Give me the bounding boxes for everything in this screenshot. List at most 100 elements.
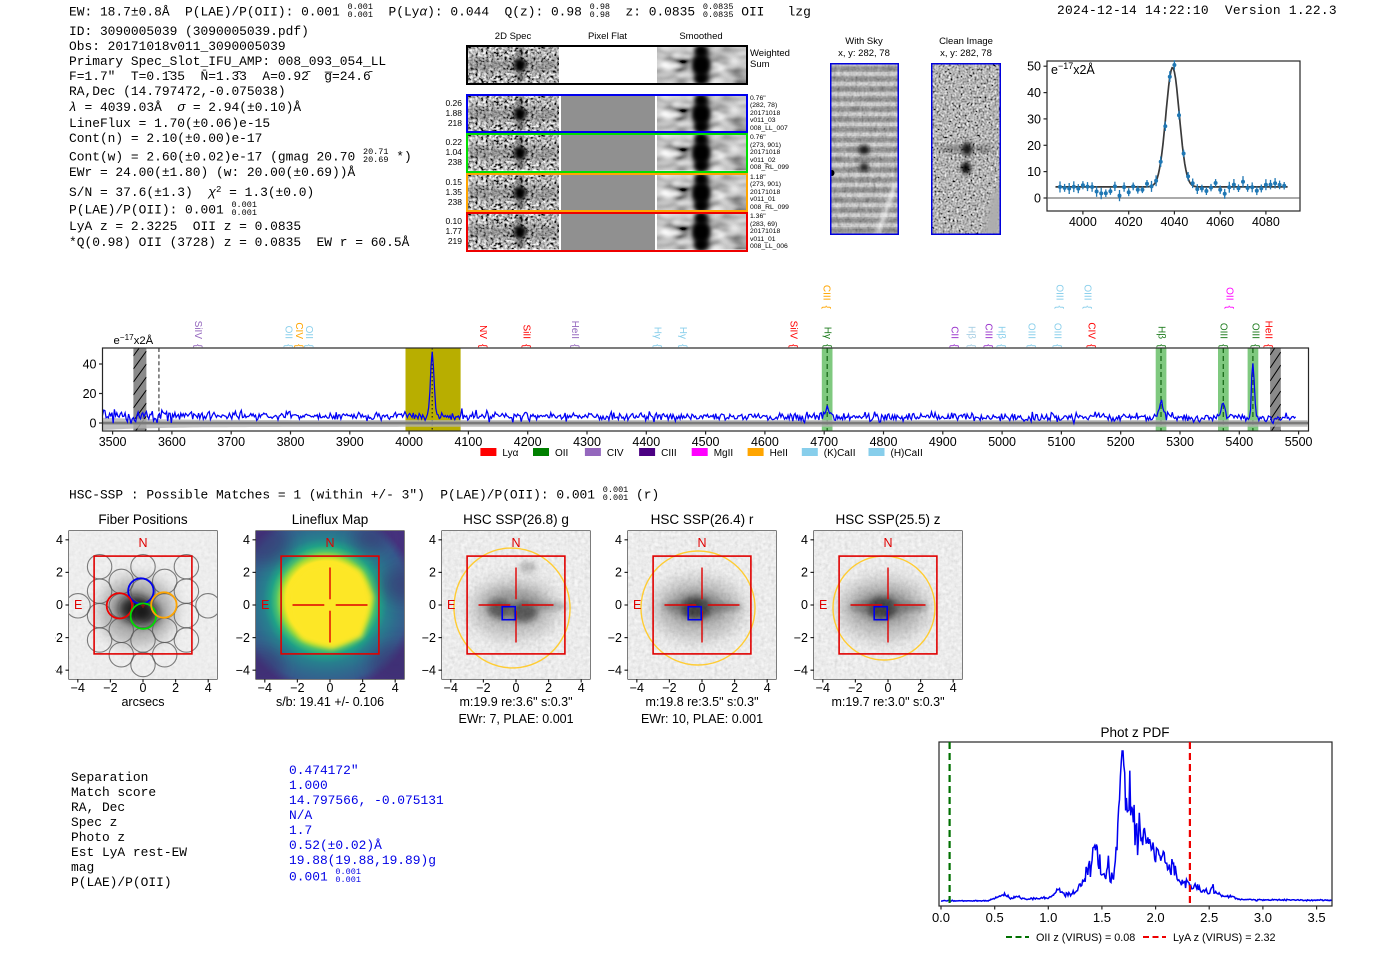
svg-text:HeII: HeII [1262, 321, 1273, 339]
svg-text:0: 0 [615, 598, 622, 612]
svg-text:0: 0 [699, 681, 706, 695]
svg-text:20: 20 [1027, 139, 1041, 153]
svg-text:{: { [1262, 344, 1274, 348]
svg-text:4800: 4800 [870, 435, 898, 449]
svg-text:OII: OII [303, 326, 314, 339]
svg-text:Hβ: Hβ [996, 326, 1007, 339]
svg-text:0: 0 [140, 681, 147, 695]
svg-text:5100: 5100 [1047, 435, 1075, 449]
svg-text:4080: 4080 [1252, 215, 1280, 227]
svg-text:0: 0 [56, 598, 63, 612]
svg-text:CIII: CIII [982, 323, 993, 339]
svg-text:4: 4 [764, 681, 771, 695]
svg-text:4: 4 [615, 533, 622, 547]
svg-text:{: { [821, 305, 833, 309]
svg-text:4: 4 [205, 681, 212, 695]
svg-text:2: 2 [359, 681, 366, 695]
svg-text:Phot z PDF: Phot z PDF [1100, 725, 1169, 740]
svg-text:4900: 4900 [929, 435, 957, 449]
svg-text:3.0: 3.0 [1254, 910, 1272, 925]
svg-text:4100: 4100 [454, 435, 482, 449]
svg-text:2.0: 2.0 [1147, 910, 1165, 925]
svg-text:{: { [521, 344, 533, 348]
svg-text:N: N [697, 536, 706, 550]
svg-text:CIV: CIV [1086, 322, 1097, 339]
svg-text:HeII: HeII [569, 321, 580, 339]
svg-text:{: { [1026, 344, 1038, 348]
svg-text:−4: −4 [55, 663, 63, 677]
svg-text:SiII: SiII [521, 325, 532, 339]
svg-text:E: E [447, 598, 455, 612]
svg-text:Lineflux Map: Lineflux Map [292, 512, 369, 527]
svg-text:m:19.7 re:3.0" s:0.3": m:19.7 re:3.0" s:0.3" [831, 695, 944, 709]
svg-text:Lyα: Lyα [502, 448, 518, 459]
svg-text:4: 4 [578, 681, 585, 695]
svg-text:{: { [569, 344, 581, 348]
svg-text:{: { [283, 344, 295, 348]
svg-text:−2: −2 [608, 631, 622, 645]
svg-text:0: 0 [90, 417, 97, 431]
svg-text:EWr: 7, PLAE: 0.001: EWr: 7, PLAE: 0.001 [458, 712, 573, 726]
svg-text:0: 0 [513, 681, 520, 695]
svg-text:s/b: 19.41 +/- 0.106: s/b: 19.41 +/- 0.106 [276, 695, 384, 709]
svg-text:N: N [138, 536, 147, 550]
svg-text:LyA z (VIRUS) = 2.32: LyA z (VIRUS) = 2.32 [1173, 932, 1276, 944]
svg-text:5300: 5300 [1166, 435, 1194, 449]
svg-text:+: + [140, 601, 145, 611]
svg-text:E: E [633, 598, 641, 612]
svg-text:−2: −2 [848, 681, 862, 695]
svg-text:20: 20 [83, 387, 97, 401]
svg-text:OII: OII [555, 448, 568, 459]
svg-text:(K)CaII: (K)CaII [824, 448, 856, 459]
svg-text:OII: OII [283, 326, 294, 339]
svg-text:NV: NV [477, 325, 488, 339]
svg-text:0: 0 [429, 598, 436, 612]
svg-text:CII: CII [948, 326, 959, 339]
svg-text:MgII: MgII [714, 448, 733, 459]
svg-text:OII z (VIRUS) = 0.08: OII z (VIRUS) = 0.08 [1036, 932, 1135, 944]
svg-text:5200: 5200 [1107, 435, 1135, 449]
svg-text:OIII: OIII [1026, 323, 1037, 339]
svg-text:e−17x2Å: e−17x2Å [1051, 61, 1095, 77]
svg-text:{: { [1086, 344, 1098, 348]
svg-text:{: { [788, 344, 800, 348]
svg-text:0.5: 0.5 [986, 910, 1004, 925]
svg-text:Hγ: Hγ [677, 327, 688, 339]
svg-text:4200: 4200 [514, 435, 542, 449]
svg-text:−2: −2 [662, 681, 676, 695]
svg-text:E: E [261, 598, 269, 612]
svg-text:CIII: CIII [661, 448, 677, 459]
svg-text:m:19.8 re:3.5" s:0.3": m:19.8 re:3.5" s:0.3" [645, 695, 758, 709]
svg-text:4: 4 [392, 681, 399, 695]
svg-text:HeII: HeII [770, 448, 788, 459]
svg-text:4: 4 [429, 533, 436, 547]
svg-text:0: 0 [801, 598, 808, 612]
svg-text:−4: −4 [630, 681, 644, 695]
svg-text:4600: 4600 [751, 435, 779, 449]
svg-text:{: { [1052, 344, 1064, 348]
svg-text:4020: 4020 [1115, 215, 1143, 227]
svg-text:2: 2 [545, 681, 552, 695]
svg-text:2: 2 [615, 566, 622, 580]
svg-text:1.0: 1.0 [1039, 910, 1057, 925]
svg-text:OIII: OIII [1082, 284, 1093, 300]
svg-text:4000: 4000 [1069, 215, 1097, 227]
svg-text:OIII: OIII [1250, 323, 1261, 339]
svg-text:HSC SSP(26.4) r: HSC SSP(26.4) r [651, 512, 754, 527]
svg-text:SiIV: SiIV [192, 321, 203, 340]
svg-text:{: { [982, 344, 994, 348]
svg-text:N: N [883, 536, 892, 550]
svg-text:2: 2 [172, 681, 179, 695]
svg-text:10: 10 [1027, 165, 1041, 179]
svg-text:OIII: OIII [1218, 323, 1229, 339]
svg-text:CIV: CIV [607, 448, 624, 459]
svg-text:CIII: CIII [821, 285, 832, 301]
svg-text:2: 2 [56, 566, 63, 580]
svg-text:4400: 4400 [632, 435, 660, 449]
svg-text:3700: 3700 [217, 435, 245, 449]
svg-text:−4: −4 [236, 663, 250, 677]
svg-text:Hγ: Hγ [822, 327, 833, 339]
svg-text:5500: 5500 [1285, 435, 1313, 449]
svg-text:−2: −2 [236, 631, 250, 645]
svg-text:e−17x2Å: e−17x2Å [114, 333, 154, 348]
